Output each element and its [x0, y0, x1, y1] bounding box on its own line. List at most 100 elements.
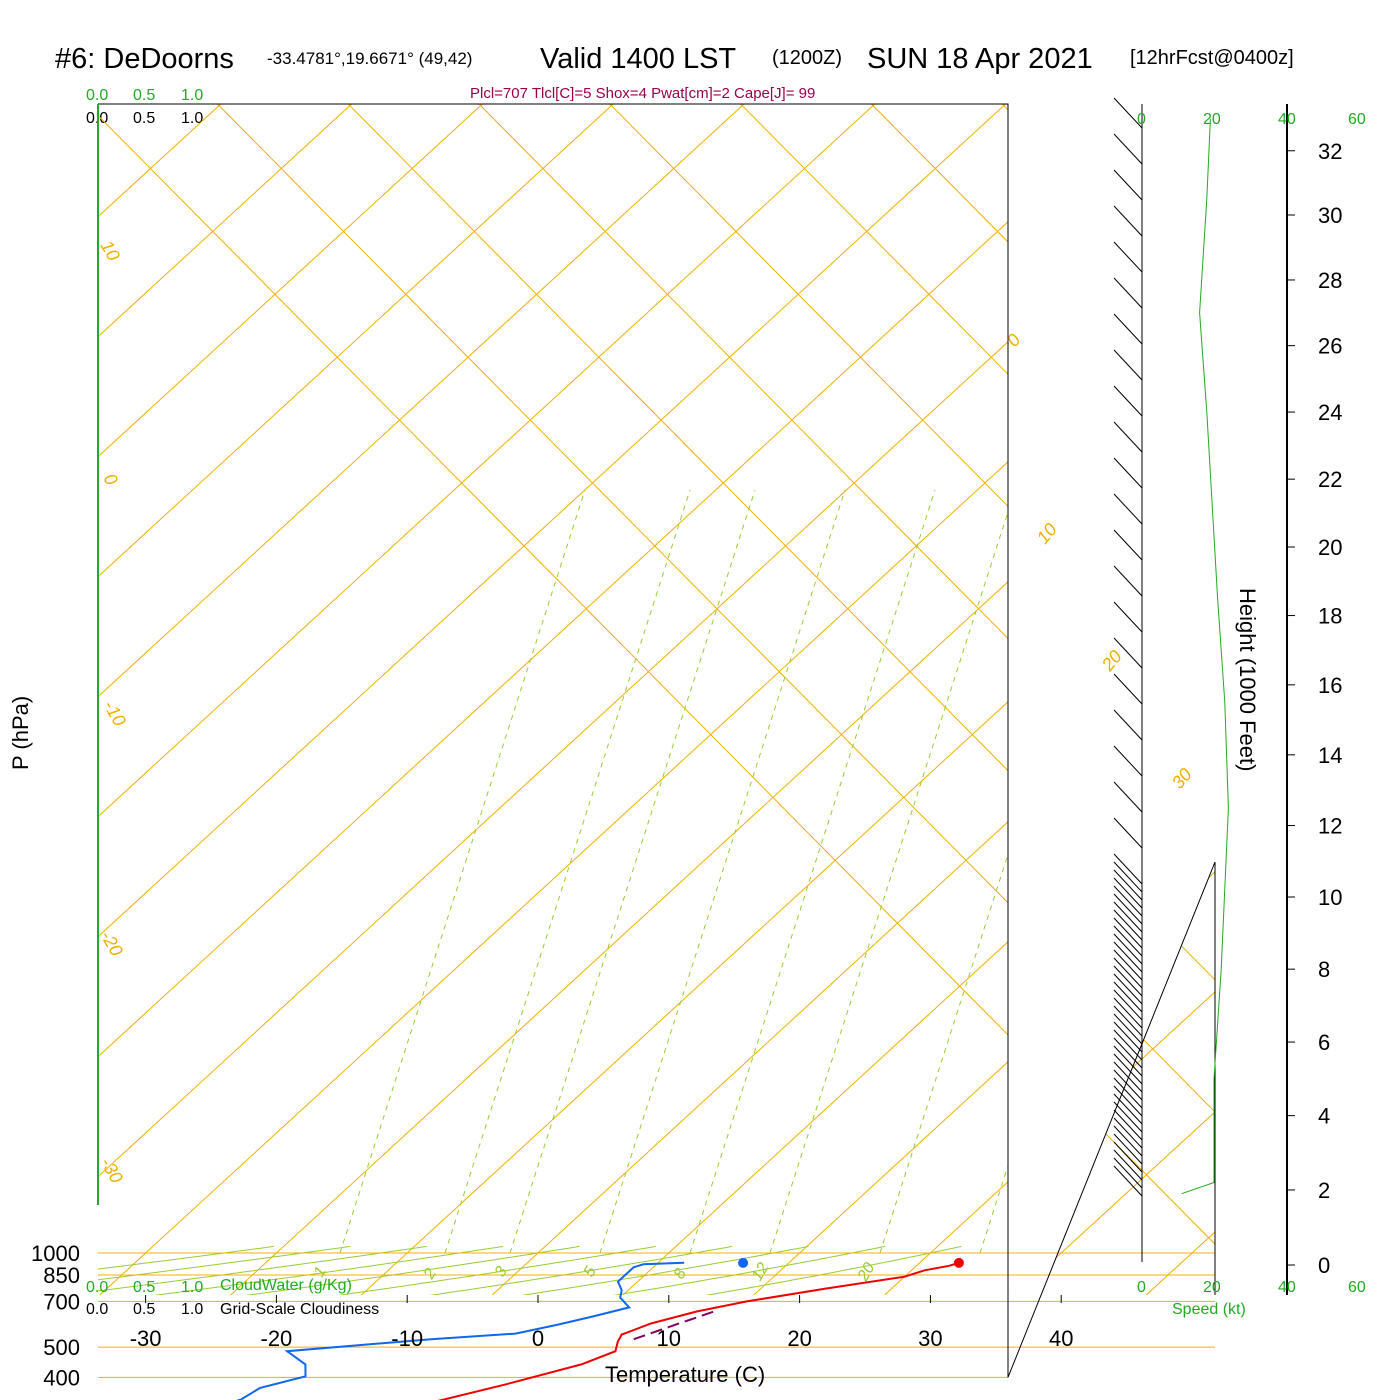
isotherm-line	[98, 104, 1006, 1296]
wind-barb	[1113, 1109, 1143, 1141]
dry-adiabat-line	[98, 104, 1215, 1329]
stability-indices: Plcl=707 Tlcl[C]=5 Shox=4 Pwat[cm]=2 Cap…	[470, 85, 815, 102]
mixing-ratio-line	[599, 489, 846, 1254]
wind-barb	[1113, 925, 1143, 957]
wind-barb	[1113, 957, 1143, 989]
pressure-axis: 2503004005007008501000	[31, 1241, 80, 1390]
wind-barb	[1113, 1021, 1143, 1053]
isotherm-line	[98, 104, 483, 1296]
wind-barb	[1113, 853, 1143, 885]
cloudwater-tick-bottom: 1.0	[181, 1279, 203, 1296]
wind-barb	[1113, 1005, 1143, 1037]
isotherm-label: 20	[1097, 646, 1126, 675]
speed-tick-top: 60	[1348, 111, 1366, 128]
isotherm-line	[98, 104, 614, 1296]
station-title: #6: DeDoorns	[55, 43, 234, 75]
speed-tick-top: 40	[1278, 111, 1296, 128]
surface-dewpoint-dot	[738, 1257, 749, 1268]
wind-barb	[1113, 885, 1143, 917]
mixing-ratio-line	[339, 489, 586, 1254]
height-tick-label: 8	[1318, 957, 1330, 982]
wind-barb	[1113, 1141, 1143, 1173]
cloudiness-label: Grid-Scale Cloudiness	[220, 1301, 379, 1318]
dry-adiabat-line	[98, 104, 1215, 1329]
wind-barb	[1113, 941, 1143, 973]
dry-adiabat-line	[98, 104, 1215, 1329]
height-tick-label: 2	[1318, 1178, 1330, 1203]
height-tick-label: 0	[1318, 1253, 1330, 1278]
wind-barb	[1113, 965, 1143, 997]
temperature-tick-label: 10	[657, 1326, 681, 1351]
wind-barb	[1113, 457, 1143, 489]
dry-adiabat-line	[98, 104, 1215, 1329]
wind-barb	[1113, 97, 1143, 129]
wind-barb	[1113, 1045, 1143, 1077]
isotherm-line	[98, 104, 876, 1296]
profiles	[236, 1257, 964, 1400]
moist-adiabat-line	[98, 1245, 504, 1378]
cloudiness-scale-top: 0.0 0.5 1.0	[86, 110, 203, 127]
wind-barb	[1113, 601, 1143, 633]
isotherm-label: 10	[1033, 519, 1061, 547]
cloudiness-tick-bottom: 1.0	[181, 1301, 203, 1318]
wind-barb	[1113, 1093, 1143, 1125]
speed-tick-bottom: 40	[1278, 1279, 1296, 1296]
isotherm-label: -10	[100, 697, 130, 730]
isobars	[98, 1252, 1215, 1378]
wind-barb	[1113, 1029, 1143, 1061]
wind-barb	[1113, 529, 1143, 561]
isotherm-line	[98, 104, 1137, 1296]
temperature-tick-label: -30	[130, 1326, 162, 1351]
wind-barb	[1113, 877, 1143, 909]
mixing-ratio-line	[509, 489, 756, 1254]
wind-barb	[1113, 1053, 1143, 1085]
y-axis-label: P (hPa)	[8, 696, 33, 770]
temperature-tick-label: 0	[532, 1326, 544, 1351]
temperature-tick-label: -20	[261, 1326, 293, 1351]
moist-adiabat-line	[98, 1245, 351, 1378]
cloudwater-label: CloudWater (g/Kg)	[220, 1277, 352, 1294]
isotherm-label: -30	[97, 1154, 127, 1187]
cloudiness-tick-bottom: 0.5	[133, 1301, 155, 1318]
height-tick-label: 24	[1318, 400, 1342, 425]
zulu-time: (1200Z)	[772, 47, 842, 69]
speed-tick-bottom: 0	[1137, 1279, 1146, 1296]
mixing-ratio-line	[689, 489, 936, 1254]
cloudwater-tick-top: 0.5	[133, 87, 155, 104]
surface-temperature-dot	[953, 1257, 964, 1268]
temperature-tick-label: 20	[787, 1326, 811, 1351]
wind-barb	[1113, 205, 1143, 237]
wind-barb	[1113, 385, 1143, 417]
height-tick-label: 30	[1318, 203, 1342, 228]
height-tick-label: 22	[1318, 467, 1342, 492]
pressure-tick-label: 700	[43, 1289, 80, 1314]
wind-barb	[1113, 709, 1143, 741]
cloudwater-tick-bottom: 0.0	[86, 1279, 108, 1296]
wind-barb	[1113, 421, 1143, 453]
height-tick-label: 32	[1318, 139, 1342, 164]
height-tick-label: 20	[1318, 535, 1342, 560]
dry-adiabat-line	[98, 104, 1215, 1329]
wind-barb	[1113, 909, 1143, 941]
cloudwater-tick-top: 0.0	[86, 87, 108, 104]
height-tick-label: 26	[1318, 334, 1342, 359]
wind-barb	[1113, 1165, 1143, 1197]
isotherm-label: 0	[1003, 330, 1025, 351]
height-axis-label: Height (1000 Feet)	[1235, 588, 1260, 771]
speed-scale-top: 0 20 40 60	[1137, 111, 1366, 128]
height-tick-label: 18	[1318, 604, 1342, 629]
dry-adiabat-line	[567, 104, 1215, 1329]
isotherm-line	[753, 104, 1215, 1296]
wind-barb	[1113, 1013, 1143, 1045]
cloudiness-tick-top: 1.0	[181, 110, 203, 127]
pressure-tick-label: 1000	[31, 1241, 80, 1266]
isotherm-line	[98, 104, 745, 1296]
cloudwater-tick-top: 1.0	[181, 87, 203, 104]
mixing-ratio-label: 3	[492, 1264, 511, 1280]
wind-barb	[1113, 1077, 1143, 1109]
speed-tick-top: 20	[1203, 111, 1221, 128]
speed-tick-top: 0	[1137, 111, 1146, 128]
wind-barb	[1113, 997, 1143, 1029]
wind-barb	[1113, 869, 1143, 901]
